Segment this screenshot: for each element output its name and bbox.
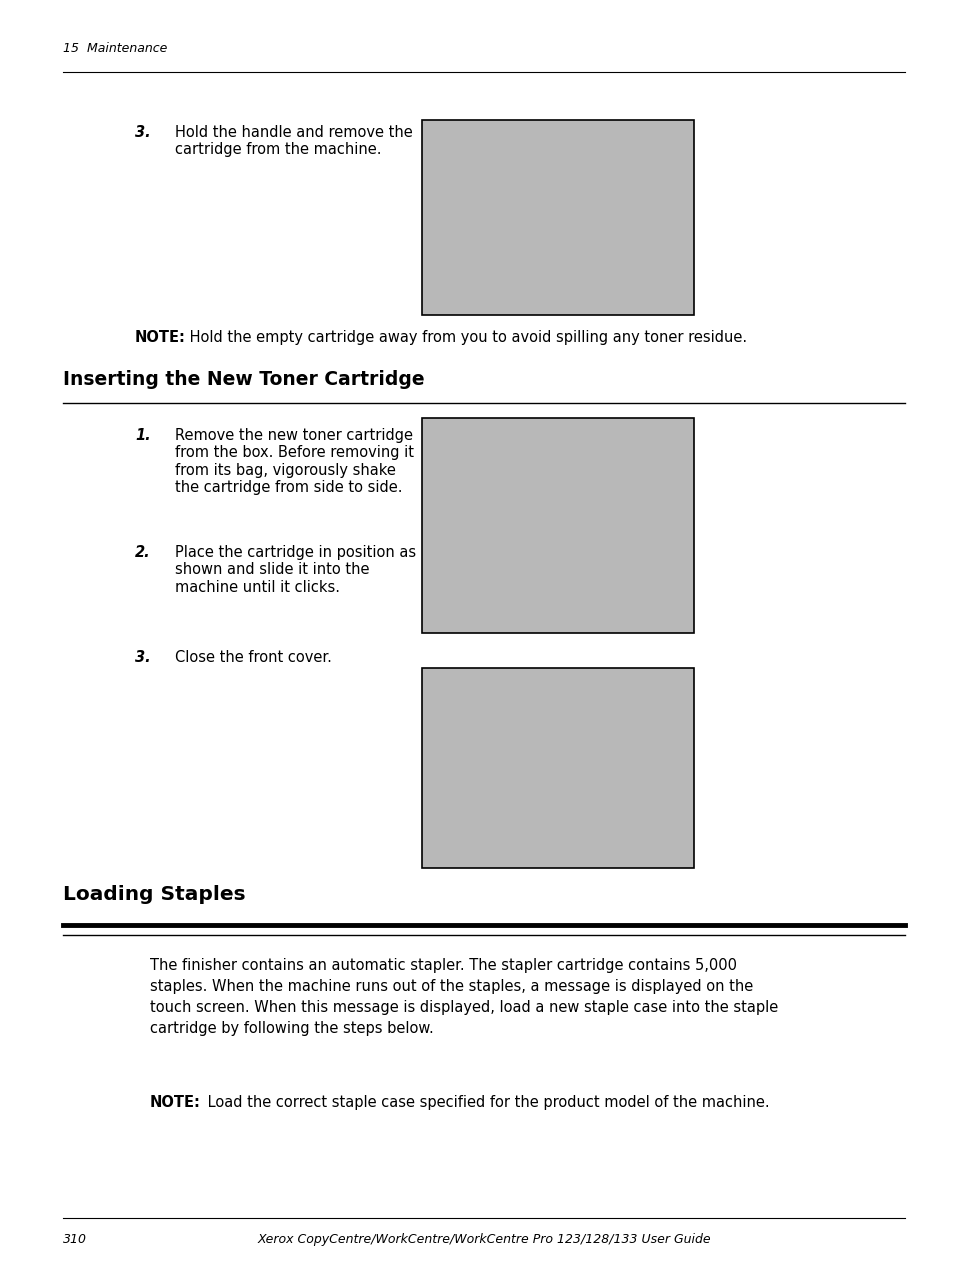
- Text: Inserting the New Toner Cartridge: Inserting the New Toner Cartridge: [63, 370, 424, 389]
- Text: 15  Maintenance: 15 Maintenance: [63, 42, 167, 55]
- Text: Xerox CopyCentre/WorkCentre/WorkCentre Pro 123/128/133 User Guide: Xerox CopyCentre/WorkCentre/WorkCentre P…: [257, 1233, 710, 1246]
- Text: Hold the handle and remove the
cartridge from the machine.: Hold the handle and remove the cartridge…: [174, 124, 413, 157]
- Text: Remove the new toner cartridge
from the box. Before removing it
from its bag, vi: Remove the new toner cartridge from the …: [174, 428, 414, 495]
- Text: Place the cartridge in position as
shown and slide it into the
machine until it : Place the cartridge in position as shown…: [174, 545, 416, 594]
- Text: 1.: 1.: [135, 428, 151, 443]
- Bar: [421, 668, 693, 867]
- Bar: [421, 119, 693, 315]
- Text: 3.: 3.: [135, 650, 151, 665]
- Text: Load the correct staple case specified for the product model of the machine.: Load the correct staple case specified f…: [203, 1095, 769, 1110]
- Text: NOTE:: NOTE:: [150, 1095, 201, 1110]
- Text: Hold the empty cartridge away from you to avoid spilling any toner residue.: Hold the empty cartridge away from you t…: [185, 330, 746, 345]
- Text: Close the front cover.: Close the front cover.: [174, 650, 332, 665]
- Text: 3.: 3.: [135, 124, 151, 140]
- Text: 2.: 2.: [135, 545, 151, 560]
- Text: NOTE:: NOTE:: [135, 330, 186, 345]
- Text: 310: 310: [63, 1233, 87, 1246]
- Text: The finisher contains an automatic stapler. The stapler cartridge contains 5,000: The finisher contains an automatic stapl…: [150, 958, 778, 1036]
- Text: Loading Staples: Loading Staples: [63, 885, 245, 904]
- Bar: [421, 418, 693, 632]
